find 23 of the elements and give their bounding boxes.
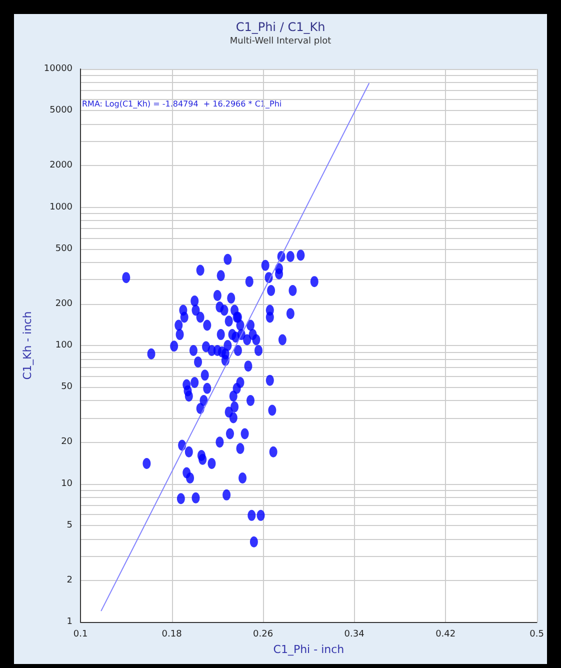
- y-tick-label: 2: [66, 575, 73, 586]
- x-tick-label: 0.1: [73, 630, 88, 640]
- x-tick-label: 0.34: [344, 630, 365, 640]
- chart-title: C1_Phi / C1_Kh: [236, 20, 326, 34]
- y-tick-label: 100: [55, 340, 73, 350]
- x-axis-title: C1_Phi - inch: [273, 643, 344, 656]
- y-tick-label: 20: [61, 437, 73, 448]
- y-tick-label: 5: [66, 520, 73, 530]
- x-tick-label: 0.42: [436, 630, 456, 640]
- y-tick-label: 10000: [44, 64, 73, 74]
- x-tick-label: 0.18: [162, 630, 182, 640]
- y-tick-label: 10: [61, 478, 73, 489]
- x-tick-label: 0.5: [530, 630, 544, 640]
- chart-subtitle: Multi-Well Interval plot: [230, 36, 332, 46]
- y-tick-label: 500: [55, 244, 73, 254]
- y-tick-label: 1: [66, 617, 73, 627]
- y-tick-label: 2000: [50, 160, 73, 171]
- x-tick-label: 0.26: [253, 630, 274, 640]
- y-tick-label: 200: [55, 298, 73, 309]
- y-axis-title: C1_Kh - inch: [21, 311, 34, 380]
- y-tick-label: 1000: [50, 202, 73, 212]
- y-tick-label: 50: [61, 382, 73, 392]
- y-tick-label: 5000: [50, 106, 73, 116]
